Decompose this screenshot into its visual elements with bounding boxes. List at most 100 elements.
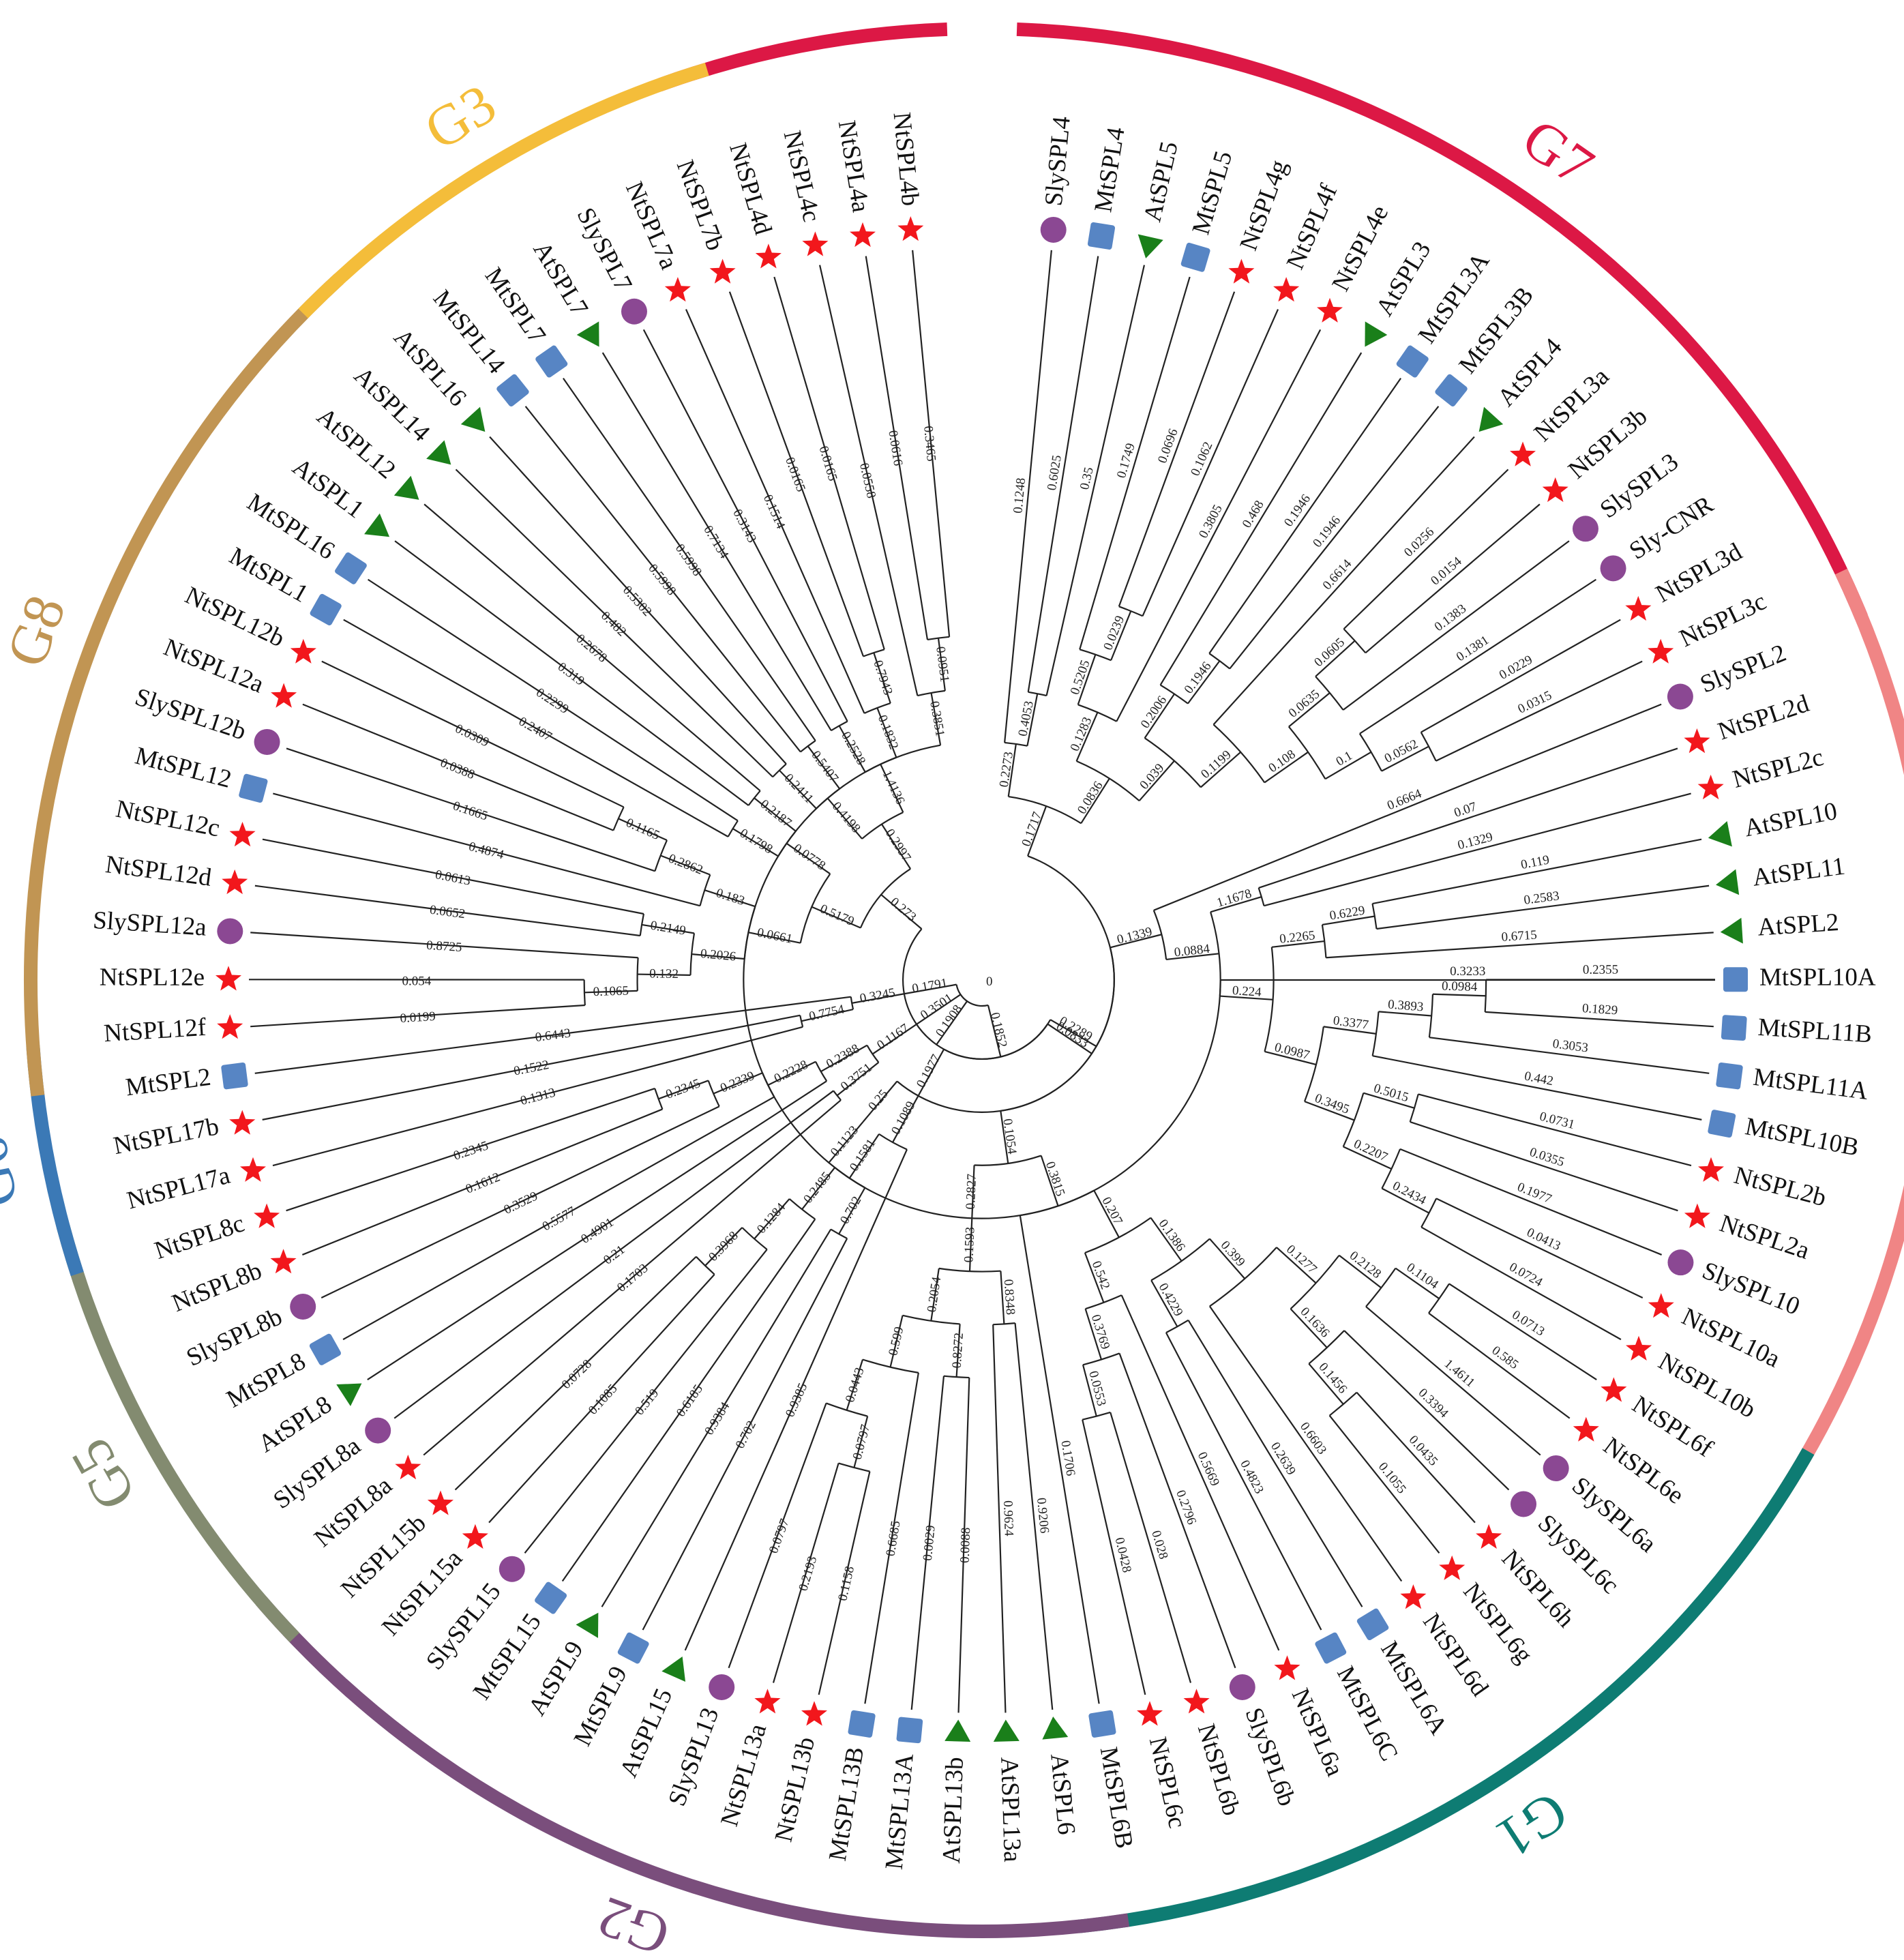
branch-line [691, 953, 745, 960]
branch-line [851, 993, 905, 1004]
branch-line [836, 1061, 880, 1097]
branch-line [367, 1080, 827, 1380]
atspl2-marker [1720, 917, 1743, 944]
branch-line [1343, 469, 1509, 630]
branch-length-label: 0.2299 [533, 685, 571, 717]
branch-length-label: 0.0884 [1174, 942, 1211, 960]
mtspl14-marker [496, 374, 529, 407]
branch-line [1304, 1101, 1355, 1121]
branch-arc [654, 840, 668, 872]
branch-line [889, 1315, 904, 1367]
ntspl7b-marker [709, 258, 736, 284]
branch-length-label: 0.5407 [808, 748, 841, 785]
tree-branches [248, 250, 1716, 1713]
leaf-label: MtSPL10B [1743, 1112, 1861, 1161]
branch-line [1448, 1283, 1597, 1380]
mtspl1-marker [310, 593, 342, 625]
branch-line [1014, 1323, 1054, 1710]
branch-length-label: 0.0728 [559, 1357, 595, 1392]
leaf-label: MtSPL11B [1757, 1013, 1873, 1049]
leaf-label: NtSPL4a [833, 119, 875, 214]
leaf-label: AtSPL13a [995, 1757, 1026, 1862]
branch-line [1276, 1247, 1317, 1284]
ntspl3d-marker [1625, 595, 1652, 621]
leaf-label: NtSPL4e [1326, 201, 1394, 295]
branch-arc [1085, 1294, 1122, 1310]
branch-line [827, 797, 863, 840]
branch-line [876, 707, 897, 758]
branch-line [321, 1105, 720, 1298]
branch-line [1082, 1364, 1097, 1416]
branch-length-label: 0.0239 [1101, 614, 1127, 652]
leaf-label: MtSPL12 [132, 742, 235, 794]
ntspl4c-marker [802, 231, 829, 256]
leaf-label: SlySPL6b [1239, 1704, 1300, 1810]
mtspl10b-marker [1708, 1110, 1736, 1138]
sly-cnr-marker [1600, 555, 1626, 582]
branch-line [992, 1324, 1007, 1713]
leaf-label: SlySPL7 [571, 203, 638, 296]
branch-line [987, 1005, 1002, 1057]
branch-line [957, 1378, 970, 1713]
branch-line [1410, 1121, 1678, 1212]
branch-length-label: 0.1158 [835, 1565, 857, 1603]
branch-line [937, 638, 946, 692]
branch-length-label: 0.1089 [889, 1099, 919, 1137]
branch-length-label: 0.9384 [702, 1399, 732, 1438]
leaf-label: AtSPL1 [287, 453, 369, 524]
branch-length-label: 0.028 [1148, 1529, 1170, 1561]
mtspl3a-marker [1396, 345, 1429, 378]
branch-line [1363, 1092, 1415, 1109]
g4-arc [1776, 568, 1904, 1498]
branch-length-label: 0.2862 [666, 851, 704, 877]
atspl4-marker [1478, 406, 1504, 432]
leaf-label: AtSPL3 [1371, 237, 1437, 321]
branch-arc [799, 873, 831, 943]
branch-length-label: 0.9206 [1034, 1497, 1052, 1534]
branch-length-label: 0.0778 [790, 841, 828, 873]
branch-length-label: 0.5302 [620, 583, 655, 619]
branch-length-label: 0.3245 [859, 985, 896, 1006]
branch-line [321, 660, 625, 808]
branch-length-label: 0.0443 [843, 1366, 867, 1404]
branch-line [1315, 640, 1356, 677]
g5-arc [56, 1224, 300, 1643]
atspl15-marker [661, 1657, 686, 1682]
branch-arc [1079, 649, 1112, 662]
branch-arc [938, 1267, 1001, 1273]
mtspl2-marker [221, 1062, 248, 1090]
branch-length-label: 0.4053 [1015, 700, 1037, 737]
slyspl6c-marker [1511, 1491, 1537, 1517]
branch-length-label: 0.1593 [962, 1227, 977, 1263]
branch-length-label: 0.21 [601, 1243, 627, 1268]
branch-arc [831, 720, 848, 732]
branch-length-label: 0.3751 [838, 1060, 875, 1094]
branch-line [1144, 693, 1175, 739]
atspl10-marker [1708, 821, 1732, 847]
branch-arc [1328, 1391, 1358, 1416]
branch-line [704, 1227, 743, 1266]
leaf-label: NtSPL7a [620, 177, 683, 273]
branch-length-label: 0.0836 [1075, 779, 1106, 816]
branch-line [1308, 1363, 1344, 1405]
ntspl12a-marker [271, 683, 297, 708]
leaf-label: MtSPL6B [1095, 1745, 1138, 1851]
branch-arc [654, 1088, 664, 1110]
branch-length-label: 0.2207 [1352, 1137, 1390, 1165]
leaf-label: NtSPL12e [100, 964, 205, 992]
branch-line [801, 1167, 835, 1211]
branch-length-label: 0.6229 [1328, 904, 1366, 923]
branch-line [1110, 610, 1132, 661]
branch-line [601, 352, 832, 731]
branch-length-label: 0.2273 [997, 751, 1016, 788]
branch-line [1120, 1294, 1280, 1651]
branch-line [1271, 940, 1325, 948]
g8-label: G8 [0, 587, 78, 675]
branch-line [1084, 1252, 1105, 1303]
branch-length-label: 0.519 [632, 1386, 661, 1419]
branch-length-label: 0.2434 [1390, 1178, 1429, 1208]
branch-arc [863, 649, 885, 657]
branch-length-label: 0.0616 [885, 430, 905, 467]
branch-length-label: 0.4901 [578, 1215, 616, 1247]
branch-arc [1409, 1094, 1419, 1123]
